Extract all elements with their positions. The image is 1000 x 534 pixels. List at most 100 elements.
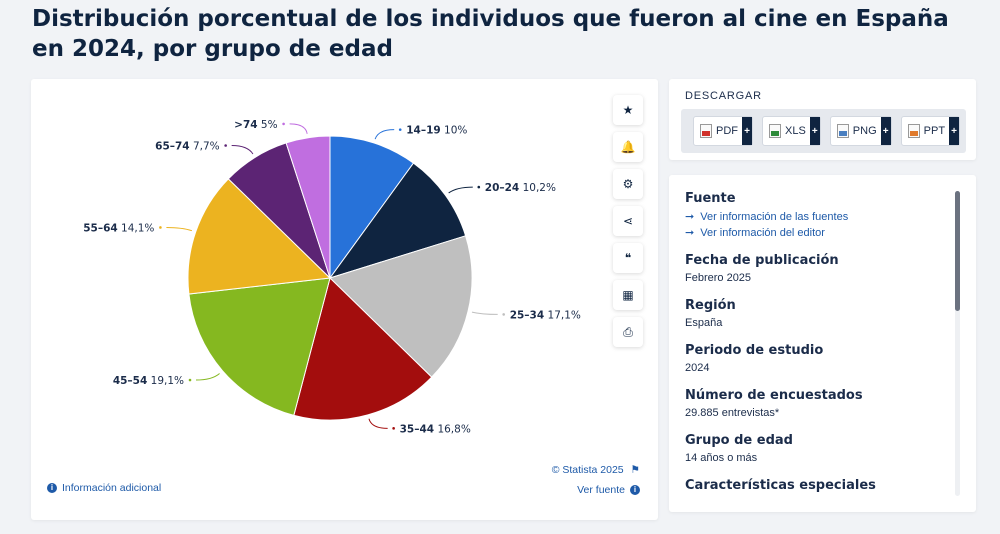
png-file-icon: [836, 124, 849, 138]
pie-slice-3544[interactable]: [293, 277, 433, 421]
language-icon: ▦: [622, 288, 634, 302]
age-group-heading: Grupo de edad: [685, 433, 793, 448]
cite-button[interactable]: ❝: [613, 243, 643, 273]
source-info-link[interactable]: ➞ Ver información de las fuentes: [685, 210, 950, 224]
label-dot: [159, 226, 162, 229]
pie-slice-1419[interactable]: [329, 135, 415, 280]
data-label-value: 10,2%: [519, 182, 556, 194]
notification-icon: 🔔: [620, 140, 636, 154]
view-source-label: Ver fuente: [577, 484, 625, 496]
view-source-link[interactable]: Ver fuente i: [577, 484, 640, 496]
label-dot: [392, 427, 395, 430]
details-scrollbar[interactable]: [955, 191, 960, 496]
ppt-file-icon: [907, 124, 920, 138]
chart-card: 14–19 10% 20–24 10,2% 25–34 17,1% 35–44 16,…: [31, 79, 658, 520]
pdf-file-icon: [700, 124, 712, 138]
data-label-category: 25–34: [510, 309, 544, 321]
data-label-5564: 55–64 14,1%: [83, 222, 154, 234]
data-label-4554: 45–54 19,1%: [113, 375, 184, 387]
study-period-value: 2024: [685, 362, 710, 374]
data-label-value: 10%: [441, 125, 468, 137]
label-dot: [477, 185, 481, 189]
leader-line: [448, 186, 473, 194]
download-format-label: PDF: [716, 125, 738, 137]
data-label-1419: 14–19 10%: [406, 125, 467, 137]
source-info-label: Ver información de las fuentes: [700, 210, 849, 223]
data-label-value: 14,1%: [118, 222, 155, 234]
pie-chart: 14–19 10% 20–24 10,2% 25–34 17,1% 35–44 16,…: [83, 119, 581, 435]
pie-slice-4554[interactable]: [188, 277, 331, 416]
pie-slice-74[interactable]: [285, 135, 331, 279]
notification-button[interactable]: 🔔: [613, 132, 643, 162]
download-format-label: PPT: [923, 125, 946, 137]
favorite-button[interactable]: ★: [613, 95, 643, 125]
settings-icon: ⚙: [622, 177, 634, 191]
language-button[interactable]: ▦: [613, 280, 643, 310]
plus-icon[interactable]: +: [742, 117, 752, 145]
data-label-category: 14–19: [406, 125, 440, 137]
data-label-category: 35–44: [400, 423, 434, 435]
label-dot: [398, 128, 402, 131]
additional-info-label: Información adicional: [62, 482, 162, 494]
print-icon: ⎙: [623, 324, 633, 339]
additional-info-link[interactable]: i Información adicional: [47, 482, 161, 494]
publication-date-heading: Fecha de publicación: [685, 253, 839, 268]
share-icon: ⋖: [622, 214, 634, 228]
page-title: Distribución porcentual de los individuo…: [32, 6, 949, 62]
region-value: España: [685, 317, 723, 329]
age-group-value: 14 años o más: [685, 452, 758, 464]
data-label-category: 20–24: [485, 182, 519, 194]
download-title: DESCARGAR: [685, 90, 762, 102]
download-format-label: PNG: [852, 125, 877, 137]
arrow-right-icon: ➞: [685, 227, 695, 239]
download-pdf-button[interactable]: PDF +: [693, 116, 753, 146]
chart-toolbar: ★ 🔔 ⚙ ⋖ ❝ ▦ ⎙: [613, 95, 643, 354]
flag-icon: ⚑: [630, 464, 640, 476]
copyright-label: © Statista 2025: [551, 464, 624, 476]
data-label-74: >74 5%: [234, 119, 277, 131]
settings-button[interactable]: ⚙: [613, 169, 643, 199]
respondents-value: 29.885 entrevistas*: [685, 407, 780, 419]
pie-slice-2024[interactable]: [328, 162, 467, 279]
label-dot: [502, 313, 505, 316]
data-label-value: 17,1%: [544, 309, 581, 321]
region-heading: Región: [685, 298, 736, 313]
data-label-category: 65–74: [155, 141, 189, 153]
share-button[interactable]: ⋖: [613, 206, 643, 236]
statista-copyright[interactable]: © Statista 2025 ⚑: [552, 464, 640, 476]
plus-icon[interactable]: +: [949, 117, 960, 145]
publisher-info-link[interactable]: ➞ Ver información del editor: [685, 226, 950, 240]
study-period-heading: Periodo de estudio: [685, 343, 824, 358]
leader-line: [231, 145, 254, 155]
download-format-label: XLS: [785, 125, 806, 137]
leader-line: [196, 373, 220, 381]
info-icon: i: [630, 485, 640, 495]
download-png-button[interactable]: PNG +: [829, 116, 892, 146]
plus-icon[interactable]: +: [809, 117, 820, 145]
info-icon: i: [47, 483, 57, 493]
leader-line: [289, 123, 308, 134]
label-dot: [224, 144, 227, 147]
data-label-2024: 20–24 10,2%: [485, 182, 556, 194]
print-button[interactable]: ⎙: [613, 317, 643, 347]
leader-line: [368, 418, 388, 429]
data-label-value: 16,8%: [434, 423, 471, 435]
source-heading: Fuente: [685, 191, 736, 206]
data-label-category: 45–54: [113, 375, 147, 387]
label-dot: [282, 122, 285, 126]
plus-icon[interactable]: +: [880, 117, 891, 145]
cite-icon: ❝: [624, 251, 632, 265]
arrow-right-icon: ➞: [685, 211, 695, 223]
publisher-info-label: Ver información del editor: [700, 226, 825, 239]
details-card: Fuente ➞ Ver información de las fuentes …: [669, 175, 976, 512]
data-label-6574: 65–74 7,7%: [155, 141, 220, 153]
leader-line: [166, 226, 193, 232]
data-label-value: 19,1%: [147, 375, 184, 387]
scrollbar-thumb[interactable]: [955, 191, 960, 311]
pie-slice-5564[interactable]: [187, 178, 332, 295]
download-card: DESCARGAR PDF + XLS + PNG + PPT +: [669, 79, 976, 160]
download-xls-button[interactable]: XLS +: [762, 116, 821, 146]
pie-slice-2534[interactable]: [329, 235, 473, 378]
leader-line: [471, 311, 498, 315]
download-ppt-button[interactable]: PPT +: [900, 116, 961, 146]
